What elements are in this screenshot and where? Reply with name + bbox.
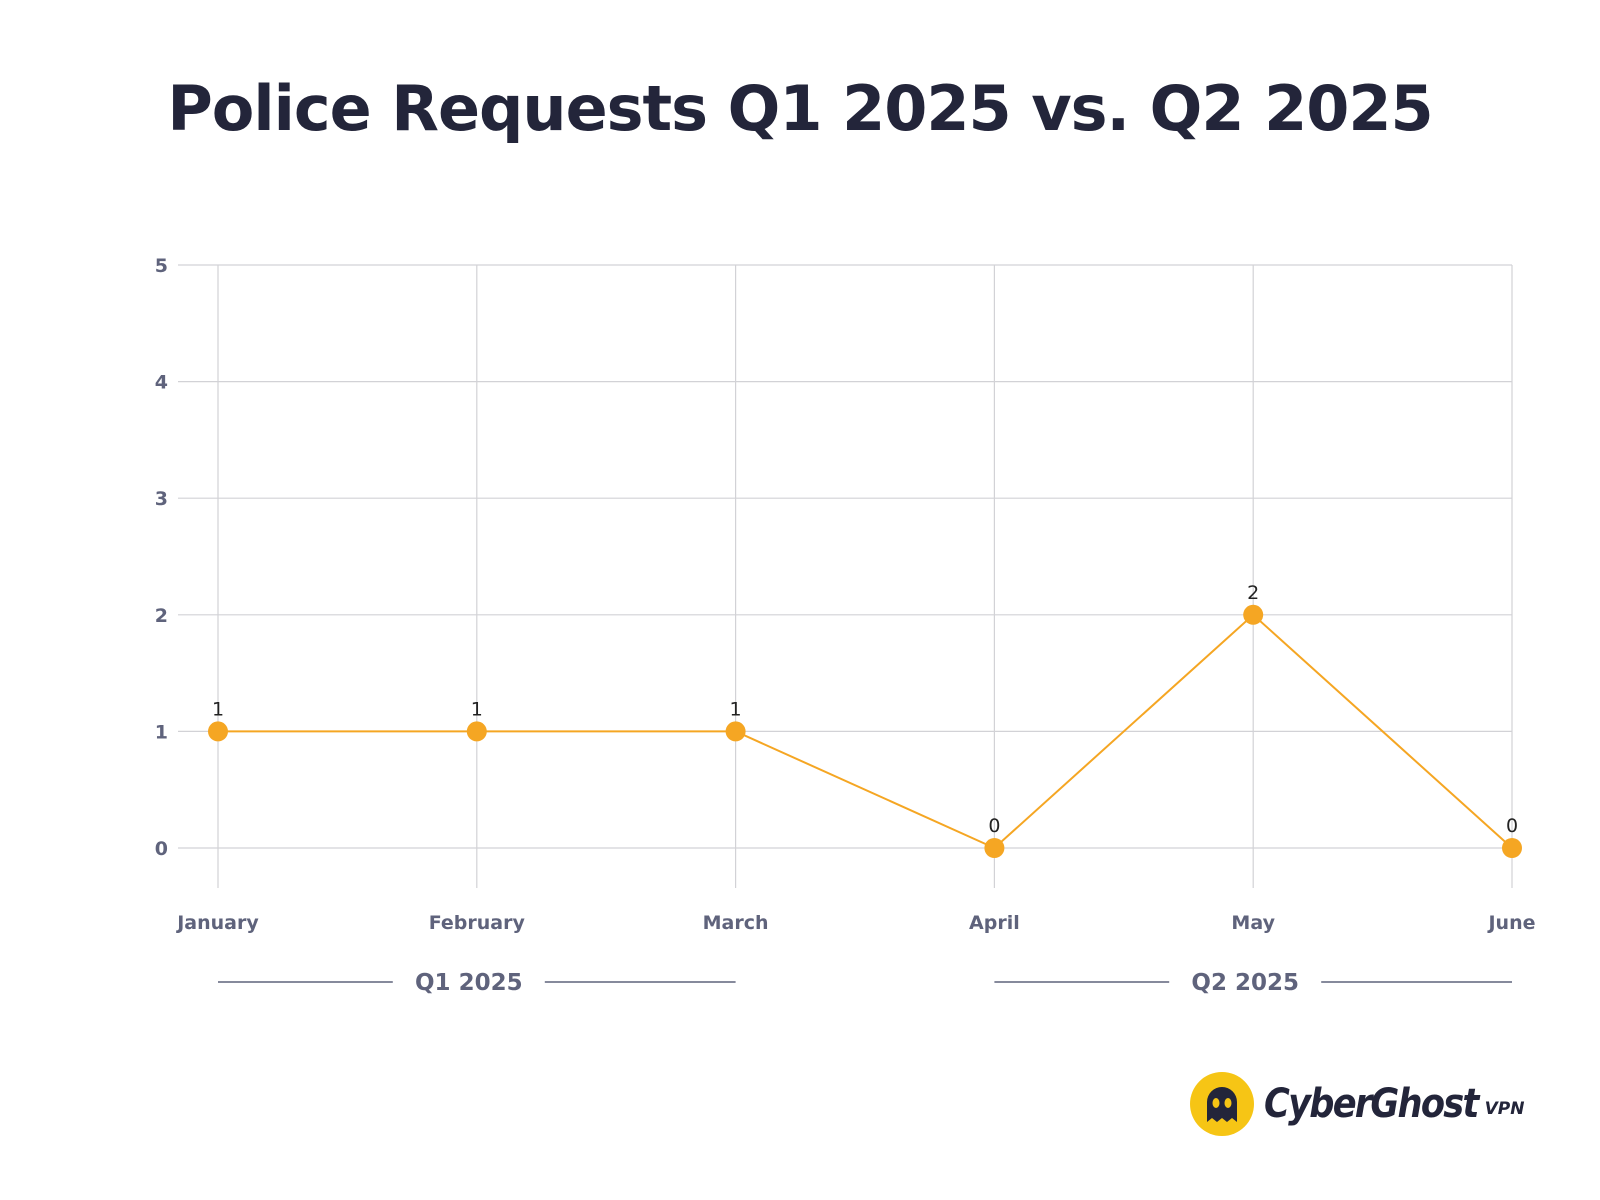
brand-logo: CyberGhost VPN: [1190, 1072, 1524, 1136]
x-tick-label: May: [1231, 912, 1275, 934]
data-point: [1502, 838, 1522, 858]
data-label: 2: [1247, 582, 1259, 604]
ghost-logo-icon: [1190, 1072, 1254, 1136]
y-tick-label: 5: [155, 255, 168, 277]
x-tick-label: February: [429, 912, 526, 934]
data-label: 1: [212, 698, 224, 720]
y-tick-label: 1: [155, 721, 168, 743]
data-point: [466, 721, 487, 742]
data-label: 0: [988, 815, 1000, 837]
x-tick-label: March: [703, 912, 769, 934]
y-tick-label: 0: [155, 838, 168, 860]
chart-title: Police Requests Q1 2025 vs. Q2 2025: [167, 72, 1433, 145]
brand-name: CyberGhost: [1264, 1081, 1479, 1127]
data-label: 1: [730, 698, 742, 720]
y-tick-label: 4: [155, 372, 168, 394]
series-line: [218, 613, 1513, 850]
brand-suffix: VPN: [1484, 1099, 1525, 1119]
x-tick-label: June: [1486, 912, 1535, 934]
data-point: [1243, 604, 1264, 625]
data-point: [208, 721, 228, 742]
y-tick-label: 3: [155, 488, 168, 510]
data-label: 1: [471, 698, 483, 720]
x-tick-label: January: [175, 912, 259, 934]
data-point: [984, 838, 1005, 858]
group-label: Q1 2025: [415, 970, 523, 996]
data-point: [725, 721, 746, 742]
x-tick-label: April: [969, 912, 1020, 934]
group-label: Q2 2025: [1191, 970, 1299, 996]
y-tick-label: 2: [155, 605, 168, 627]
data-label: 0: [1506, 815, 1518, 837]
